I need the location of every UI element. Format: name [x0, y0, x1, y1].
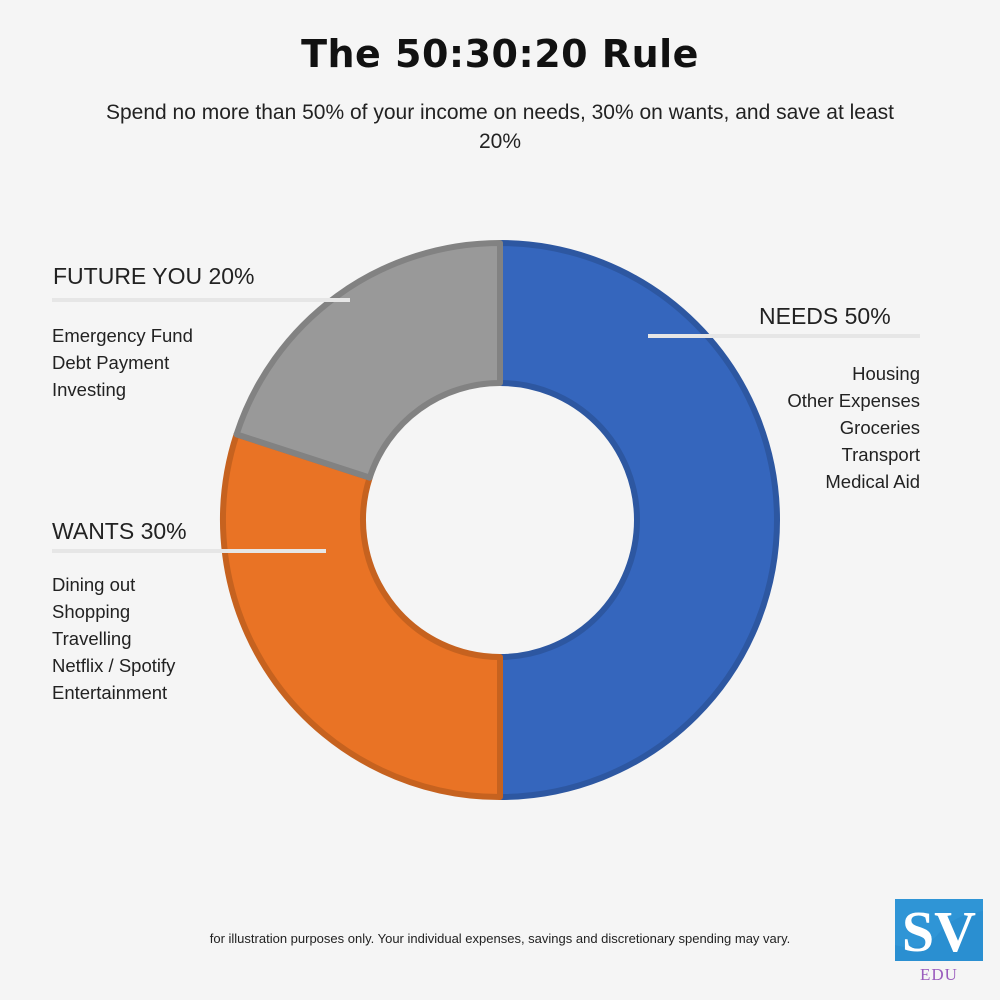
footnote: for illustration purposes only. Your ind… — [209, 931, 791, 946]
sv-logo-mark: SV — [895, 899, 983, 964]
list-item: Transport — [841, 444, 920, 465]
list-item: Groceries — [839, 417, 920, 438]
chart-subtitle: Spend no more than 50% of your income on… — [105, 101, 894, 153]
future-you-items: Emergency Fund Debt Payment Investing — [52, 322, 193, 403]
list-item: Investing — [52, 379, 127, 400]
list-item: Medical Aid — [825, 471, 920, 492]
donut-slices — [220, 240, 780, 800]
slice-future-you — [233, 240, 503, 481]
list-item: Shopping — [52, 601, 131, 622]
slice-label-future-you: FUTURE YOU 20% — [53, 263, 255, 289]
list-item: Housing — [852, 363, 920, 384]
needs-items: Housing Other Expenses Groceries Transpo… — [787, 360, 920, 495]
list-item: Travelling — [52, 628, 132, 649]
wants-items: Dining out Shopping Travelling Netflix /… — [52, 571, 175, 706]
list-item: Debt Payment — [52, 352, 170, 373]
slice-label-wants: WANTS 30% — [52, 518, 187, 544]
slice-wants — [220, 431, 503, 800]
slice-label-needs: NEEDS 50% — [759, 303, 891, 329]
slice-needs — [497, 240, 780, 800]
list-item: Other Expenses — [787, 390, 920, 411]
list-item: Entertainment — [52, 682, 168, 703]
logo-sub-text: EDU — [920, 965, 958, 984]
sv-edu-logo: SV EDU — [893, 893, 985, 989]
list-item: Netflix / Spotify — [52, 655, 176, 676]
list-item: Emergency Fund — [52, 325, 193, 346]
list-item: Dining out — [52, 574, 136, 595]
chart-title: The 50:30:20 Rule — [301, 32, 699, 76]
logo-mark-text: SV — [902, 899, 976, 964]
